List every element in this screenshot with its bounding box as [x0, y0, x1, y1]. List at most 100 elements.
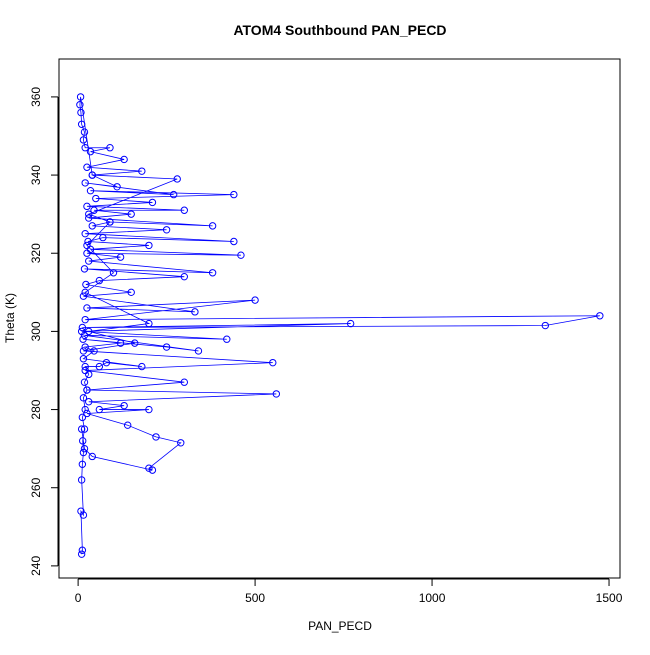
data-point	[81, 179, 89, 187]
data-point	[106, 144, 114, 152]
data-point	[83, 163, 91, 171]
data-point	[85, 257, 93, 265]
data-point	[79, 448, 88, 457]
data-point	[81, 343, 89, 351]
data-point	[81, 288, 89, 297]
data-point	[76, 101, 84, 109]
data-point	[541, 321, 550, 330]
data-point	[148, 198, 157, 207]
data-point	[148, 466, 157, 474]
data-point	[83, 304, 91, 312]
data-point	[90, 206, 98, 214]
data-point	[81, 362, 89, 371]
x-tick-label: 1000	[419, 591, 446, 605]
data-point	[78, 323, 87, 332]
data-point	[88, 171, 96, 179]
data-point	[223, 335, 231, 343]
data-point	[85, 210, 93, 218]
data-point	[77, 108, 85, 117]
plot-frame	[58, 58, 621, 579]
data-point	[85, 327, 93, 336]
data-point	[88, 222, 96, 230]
data-point	[95, 405, 104, 414]
data-point	[77, 327, 86, 336]
y-axis-label: Theta (K)	[3, 293, 17, 343]
data-point	[113, 183, 121, 191]
data-point	[77, 550, 86, 558]
data-line	[79, 96, 600, 555]
data-point	[86, 147, 95, 156]
data-point	[138, 167, 146, 175]
data-point	[99, 233, 107, 242]
data-point	[77, 120, 86, 128]
data-point	[208, 222, 217, 230]
data-point	[116, 339, 125, 347]
data-point	[162, 226, 171, 234]
data-point	[78, 413, 87, 422]
x-tick-label: 0	[75, 591, 82, 605]
y-tick-label: 280	[29, 399, 43, 419]
data-point	[180, 206, 188, 214]
data-point	[272, 390, 281, 398]
data-point	[80, 265, 89, 273]
data-point	[145, 405, 153, 414]
data-point	[237, 251, 245, 259]
data-point	[162, 343, 171, 351]
data-point	[131, 339, 139, 347]
data-point	[269, 358, 277, 367]
data-point	[180, 272, 188, 281]
data-point	[169, 190, 178, 199]
data-point	[77, 476, 86, 484]
data-point	[79, 437, 87, 445]
data-point	[191, 308, 199, 316]
data-point	[79, 347, 88, 355]
data-point	[230, 190, 238, 199]
data-point	[83, 386, 91, 394]
y-tick-label: 320	[29, 243, 43, 263]
data-point	[88, 452, 96, 461]
data-point	[120, 401, 128, 410]
data-point	[85, 398, 93, 406]
data-point	[177, 439, 185, 447]
data-point	[208, 269, 217, 277]
data-point	[78, 460, 87, 468]
data-point	[145, 319, 153, 328]
data-point	[127, 288, 135, 297]
y-tick-label: 360	[29, 87, 43, 107]
data-point	[78, 546, 87, 554]
data-point	[83, 202, 91, 211]
data-point	[79, 136, 88, 144]
data-point	[81, 405, 89, 414]
y-tick-label: 240	[29, 556, 43, 576]
data-point	[79, 511, 88, 519]
data-point	[230, 237, 238, 246]
x-tick-label: 1500	[596, 591, 623, 605]
y-tick-label: 300	[29, 321, 43, 341]
data-point	[81, 144, 89, 152]
data-point	[77, 507, 85, 515]
data-point	[90, 347, 98, 355]
data-point	[123, 421, 132, 429]
data-point	[77, 425, 86, 433]
chart-title: ATOM4 Southbound PAN_PECD	[233, 22, 446, 38]
data-point	[83, 241, 91, 250]
data-point	[79, 355, 88, 363]
y-tick-label: 260	[29, 477, 43, 497]
data-point	[346, 319, 355, 328]
data-point	[194, 347, 203, 355]
data-point	[95, 362, 104, 371]
data-point	[79, 292, 88, 300]
data-point	[180, 378, 188, 386]
data-point	[79, 335, 87, 343]
data-point	[106, 218, 114, 226]
data-point	[81, 315, 89, 324]
data-point	[76, 93, 85, 101]
data-point	[173, 175, 181, 183]
data-point	[82, 280, 90, 289]
data-point	[116, 253, 125, 261]
data-point	[83, 409, 91, 418]
data-point	[95, 276, 104, 285]
data-point	[85, 214, 93, 222]
